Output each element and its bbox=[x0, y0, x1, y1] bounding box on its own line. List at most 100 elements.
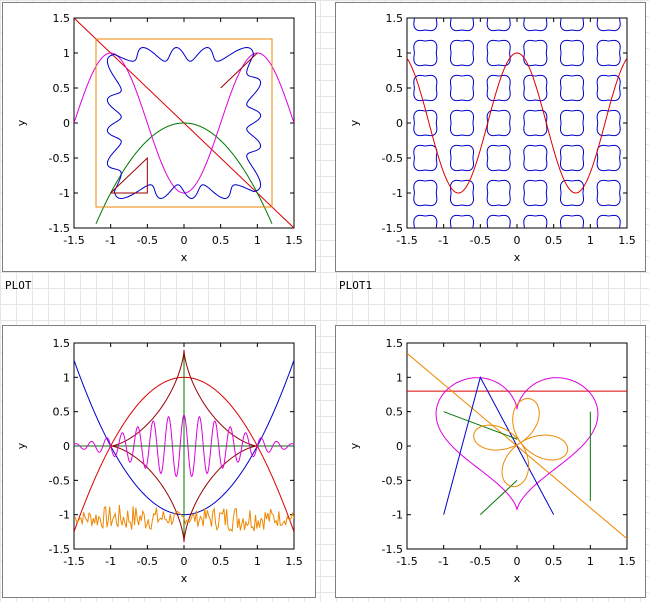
blob-0.25-0 bbox=[523, 109, 548, 137]
x-tick-label: -1.5 bbox=[396, 555, 417, 568]
y-tick-label: 1 bbox=[396, 371, 403, 384]
x-tick-label: 0 bbox=[181, 555, 188, 568]
blob-0.25--1.5 bbox=[523, 214, 548, 228]
plot-label-plot1: PLOT1 bbox=[339, 279, 373, 292]
y-tick-label: -0.5 bbox=[49, 474, 70, 487]
blob--0.75--1 bbox=[449, 179, 475, 207]
y-axis-label: y bbox=[15, 119, 28, 126]
x-tick-label: 0 bbox=[514, 234, 521, 247]
blob--1.25-1.5 bbox=[413, 18, 438, 32]
plot-panel-top-left: -1.5 -1 -0.5 0 0.5 1 1.5 -1.5 -1 -0.5 0 0.5 1 1.5 x y bbox=[2, 2, 316, 272]
x-tick-label: 0.5 bbox=[212, 555, 230, 568]
y-axis-label: y bbox=[15, 442, 28, 449]
blob-0.25--0.5 bbox=[523, 144, 548, 172]
series-3-blue-line bbox=[443, 375, 555, 515]
series-6-orange-line bbox=[74, 505, 294, 533]
series-3-orange-line bbox=[95, 38, 273, 208]
series-4-blue-line bbox=[106, 47, 262, 199]
y-tick-label: 0 bbox=[63, 440, 70, 453]
x-tick-label: -1.5 bbox=[63, 234, 84, 247]
blob--0.75--1.5 bbox=[449, 214, 475, 228]
series-4-green-line bbox=[443, 411, 518, 440]
blob--0.25-0.5 bbox=[486, 74, 511, 102]
series-7-orange-line bbox=[473, 398, 569, 488]
x-axis-label: x bbox=[514, 251, 521, 264]
chart-bottom-left: -1.5 -1 -0.5 0 0.5 1 1.5 -1.5 -1 -0.5 0 0.5 1 1.5 x y bbox=[15, 337, 303, 585]
series-group bbox=[74, 349, 294, 543]
blob--0.25--1.5 bbox=[486, 214, 511, 228]
x-tick-label: 0 bbox=[181, 234, 188, 247]
blob-0.75--0.5 bbox=[559, 144, 585, 172]
series-1-red-line bbox=[407, 52, 627, 194]
blob-0.25-1 bbox=[523, 39, 548, 67]
x-tick-label: 1.5 bbox=[285, 234, 303, 247]
x-tick-label: 0.5 bbox=[545, 234, 563, 247]
blob-0.75-1 bbox=[559, 39, 585, 67]
x-tick-label: 1 bbox=[587, 555, 594, 568]
x-tick-label: -0.5 bbox=[470, 234, 491, 247]
blob--0.25--0.5 bbox=[486, 144, 511, 172]
x-tick-label: 0.5 bbox=[212, 234, 230, 247]
x-tick-label: -1 bbox=[438, 555, 449, 568]
y-tick-label: -1.5 bbox=[382, 222, 403, 235]
y-tick-label: -1.5 bbox=[49, 543, 70, 556]
blob-1.25-1 bbox=[596, 39, 621, 67]
y-tick-label: 0 bbox=[396, 440, 403, 453]
blob-0.25-0.5 bbox=[523, 74, 548, 102]
y-tick-label: -0.5 bbox=[49, 152, 70, 165]
y-tick-label: 1.5 bbox=[53, 337, 71, 350]
blob--1.25--0.5 bbox=[413, 144, 438, 172]
series-group bbox=[407, 18, 627, 228]
series-group bbox=[407, 352, 627, 540]
chart-bottom-right: -1.5 -1 -0.5 0 0.5 1 1.5 -1.5 -1 -0.5 0 0.5 1 1.5 x y bbox=[348, 337, 636, 585]
blob--1.25-0.5 bbox=[413, 74, 438, 102]
plot-panel-bottom-right: -1.5 -1 -0.5 0 0.5 1 1.5 -1.5 -1 -0.5 0 0.5 1 1.5 x y bbox=[335, 325, 646, 598]
x-axis-label: x bbox=[181, 251, 188, 264]
y-tick-label: -1.5 bbox=[382, 543, 403, 556]
blob--0.25--1 bbox=[486, 179, 511, 207]
x-tick-label: -1.5 bbox=[63, 555, 84, 568]
x-axis-label: x bbox=[514, 572, 521, 585]
x-tick-label: -0.5 bbox=[137, 555, 158, 568]
series-4-darkred-line bbox=[110, 349, 258, 543]
x-tick-label: -0.5 bbox=[470, 555, 491, 568]
blob-0.25--1 bbox=[523, 179, 548, 207]
blob-0.75--1.5 bbox=[559, 214, 585, 228]
series-6-darkred-line bbox=[220, 52, 258, 89]
x-tick-label: -1 bbox=[105, 234, 116, 247]
y-tick-label: 1.5 bbox=[386, 337, 404, 350]
y-tick-label: -1 bbox=[392, 187, 403, 200]
y-tick-label: 0.5 bbox=[386, 406, 404, 419]
x-tick-label: 1.5 bbox=[618, 234, 636, 247]
y-tick-label: 0 bbox=[63, 117, 70, 130]
blob--0.25-1.5 bbox=[486, 18, 511, 32]
x-tick-label: 1 bbox=[587, 234, 594, 247]
y-tick-label: 1 bbox=[63, 47, 70, 60]
y-tick-label: 1 bbox=[396, 47, 403, 60]
x-axis-label: x bbox=[181, 572, 188, 585]
series-1-green-line bbox=[95, 122, 273, 225]
y-axis-label: y bbox=[348, 119, 361, 126]
plot-frame bbox=[406, 17, 628, 229]
y-tick-label: 0.5 bbox=[386, 82, 404, 95]
blob-1.25-0.5 bbox=[596, 74, 621, 102]
blob--0.25-0 bbox=[486, 109, 511, 137]
plot-label-plot: PLOT bbox=[5, 279, 32, 292]
plot-panel-bottom-left: -1.5 -1 -0.5 0 0.5 1 1.5 -1.5 -1 -0.5 0 0.5 1 1.5 x y bbox=[2, 325, 316, 598]
x-tick-label: 1.5 bbox=[618, 555, 636, 568]
blob-0.75-0 bbox=[559, 109, 585, 137]
blob-0.25-1.5 bbox=[523, 18, 548, 32]
y-tick-label: 0 bbox=[396, 117, 403, 130]
blob--0.75-1 bbox=[449, 39, 475, 67]
blob-0.75-1.5 bbox=[559, 18, 585, 32]
blob--0.75--0.5 bbox=[449, 144, 475, 172]
series-5-darkred-line bbox=[110, 156, 148, 194]
x-tick-label: 1 bbox=[254, 234, 261, 247]
blob-1.25-1.5 bbox=[596, 18, 621, 32]
y-tick-label: -1 bbox=[392, 509, 403, 522]
plot-panel-top-right: -1.5 -1 -0.5 0 0.5 1 1.5 -1.5 -1 -0.5 0 0.5 1 1.5 x y bbox=[335, 2, 646, 272]
blob-1.25--1 bbox=[596, 179, 621, 207]
blob--0.75-1.5 bbox=[449, 18, 475, 32]
blob--0.25-1 bbox=[486, 39, 511, 67]
chart-top-right: -1.5 -1 -0.5 0 0.5 1 1.5 -1.5 -1 -0.5 0 0.5 1 1.5 x y bbox=[348, 12, 636, 264]
